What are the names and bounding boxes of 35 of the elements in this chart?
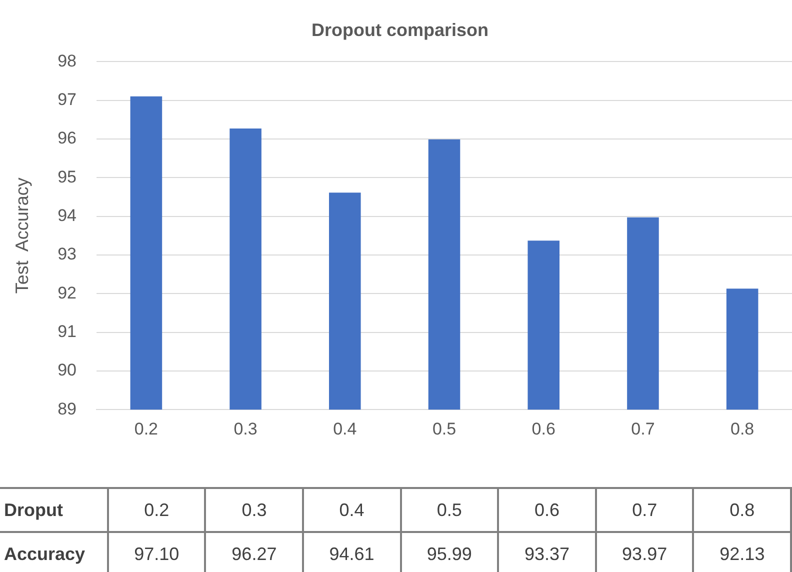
category-label: 0.2	[144, 500, 170, 520]
y-tick-label: 89	[58, 399, 77, 418]
text: Accuracy	[0, 532, 108, 572]
y-tick-label: 97	[58, 90, 77, 109]
x-tick-label: 0.5	[432, 419, 456, 438]
data-label: 96.27	[205, 532, 303, 572]
y-tick-label: 94	[58, 206, 77, 225]
y-tick-label: 91	[58, 322, 77, 341]
category-label: 0.8	[730, 500, 755, 520]
category-label: 0.5	[436, 500, 462, 520]
chart-title: Dropout comparison	[311, 20, 489, 40]
y-axis-title: Test Accuracy	[12, 178, 32, 294]
category-label: 0.3	[242, 500, 267, 520]
y-tick-label: 98	[58, 51, 77, 70]
category-label: 0.6	[534, 500, 560, 520]
x-tick-label: 0.3	[234, 419, 258, 438]
x-tick-label: 0.8	[730, 419, 754, 438]
x-tick-label: 0.2	[134, 419, 158, 438]
y-tick-label: 93	[58, 244, 77, 264]
text: Droput	[0, 488, 108, 532]
data-label: 95.99	[400, 532, 498, 572]
y-tick-label: 96	[58, 128, 77, 148]
y-tick-label: 92	[58, 283, 77, 302]
y-tick-label: 95	[58, 167, 77, 186]
y-tick-label: 90	[58, 360, 77, 380]
x-tick-label: 0.4	[333, 419, 357, 438]
data-label: 94.61	[303, 532, 401, 572]
x-tick-label: 0.6	[532, 419, 556, 438]
category-label: 0.7	[632, 500, 658, 520]
category-label: 0.4	[339, 500, 364, 520]
data-label: 93.37	[498, 532, 596, 572]
data-label: 92.13	[693, 532, 791, 572]
data-label: 93.97	[596, 532, 694, 572]
data-label: 97.10	[108, 532, 206, 572]
x-tick-label: 0.7	[631, 419, 655, 438]
